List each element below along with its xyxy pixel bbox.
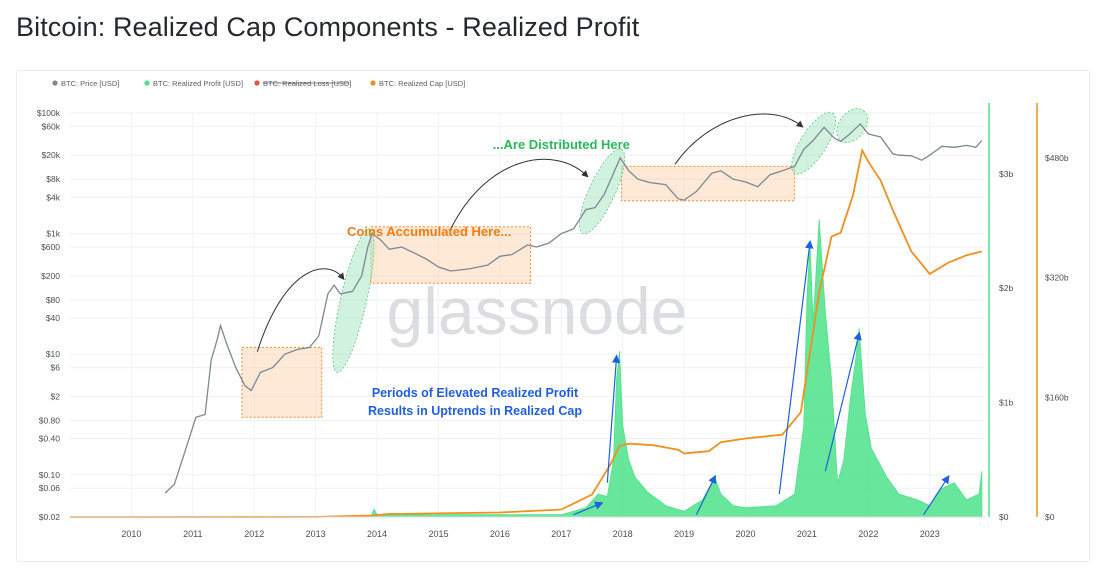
x-tick-label: 2015 [428,529,448,539]
uptrend-arrow [778,240,814,495]
y-left-tick-label: $0.40 [39,434,61,444]
realized-profit-chart: glassnode $100k $60k $20k $8k $4k $1k $600 $200… [37,79,1069,539]
y-left-tick-label: $0.02 [39,512,61,522]
x-tick-label: 2017 [551,529,571,539]
legend-item-label[interactable]: BTC: Realized Loss [USD] [263,79,351,88]
y-left-tick-label: $10 [46,349,60,359]
y-left-tick-label: $60k [42,121,61,131]
annotation-elevated-profit-1: Periods of Elevated Realized Profit [372,386,579,400]
legend-item-label[interactable]: BTC: Price [USD] [61,79,119,88]
axes: $100k $60k $20k $8k $4k $1k $600 $200 $80 $40 $10 $… [37,103,1069,539]
y-left-tick-label: $100k [37,108,61,118]
y-right-profit-tick-label: $1b [999,398,1013,408]
y-left-tick-label: $1k [46,229,60,239]
y-left-tick-label: $8k [46,174,60,184]
legend-marker [144,80,150,86]
y-left-tick-label: $0.10 [39,470,61,480]
x-tick-label: 2010 [121,529,141,539]
uptrend-arrow [606,354,621,483]
uptrend-arrow [824,331,862,472]
annotations: ...Are Distributed Here Coins Accumulated… [256,113,950,516]
y-left-tick-label: $20k [42,150,61,160]
realized-cap-series [69,147,983,518]
annotation-accumulated: Coins Accumulated Here... [347,224,511,239]
y-left-tick-label: $0.80 [39,415,61,425]
accumulation-box [620,165,796,202]
price-series [164,122,983,494]
x-tick-label: 2021 [797,529,817,539]
y-left-tick-label: $2 [51,391,61,401]
y-right-profit-tick-label: $2b [999,283,1013,293]
realized-profit-series [70,219,983,518]
y-right-cap-tick-label: $160b [1045,392,1069,402]
price-line [164,122,983,494]
legend-item-label[interactable]: BTC: Realized Cap [USD] [379,79,465,88]
chart-card: glassnode $100k $60k $20k $8k $4k $1k $600 $200… [16,70,1090,562]
flow-arrow [674,113,804,165]
flow-arrow [256,268,345,352]
watermark: glassnode [387,274,688,348]
flow-arrow [450,158,589,230]
legend-item-label[interactable]: BTC: Realized Profit [USD] [153,79,243,88]
x-tick-label: 2019 [674,529,694,539]
x-tick-label: 2022 [858,529,878,539]
uptrend-arrow [923,474,950,516]
y-left-tick-label: $0.06 [39,483,61,493]
annotation-distributed: ...Are Distributed Here [493,137,630,152]
legend-marker [370,80,376,86]
x-tick-label: 2011 [183,529,202,539]
y-right-cap-tick-label: $0 [1045,512,1055,522]
legend-marker [52,80,58,86]
distribution-ellipse [579,148,626,235]
y-right-profit-tick-label: $3b [999,169,1013,179]
highlight-boxes [241,108,868,418]
legend-marker [254,80,260,86]
x-tick-label: 2018 [613,529,633,539]
legend[interactable]: BTC: Price [USD] BTC: Realized Profit [US… [52,79,465,88]
x-tick-label: 2023 [920,529,940,539]
uptrend-arrow [573,501,604,516]
y-left-tick-label: $600 [41,242,60,252]
y-right-profit-tick-label: $0 [999,512,1009,522]
uptrend-arrow [695,474,716,515]
realized-profit-area [70,219,983,518]
page-title: Bitcoin: Realized Cap Components - Reali… [16,12,640,42]
x-tick-label: 2020 [735,529,755,539]
x-tick-label: 2012 [244,529,264,539]
y-left-tick-label: $80 [46,295,60,305]
x-tick-label: 2016 [490,529,510,539]
y-left-tick-label: $4k [46,192,60,202]
y-left-tick-label: $6 [51,363,61,373]
y-left-tick-label: $40 [46,313,60,323]
distribution-ellipse [836,108,868,143]
realized-cap-line [69,147,983,518]
x-tick-label: 2013 [306,529,326,539]
y-right-cap-tick-label: $480b [1045,153,1069,163]
x-tick-label: 2014 [367,529,387,539]
annotation-elevated-profit-2: Results in Uptrends in Realized Cap [368,404,582,418]
y-left-tick-label: $200 [41,271,60,281]
y-right-cap-tick-label: $320b [1045,273,1069,283]
distribution-ellipse [332,228,375,373]
distribution-ellipse [791,111,837,175]
